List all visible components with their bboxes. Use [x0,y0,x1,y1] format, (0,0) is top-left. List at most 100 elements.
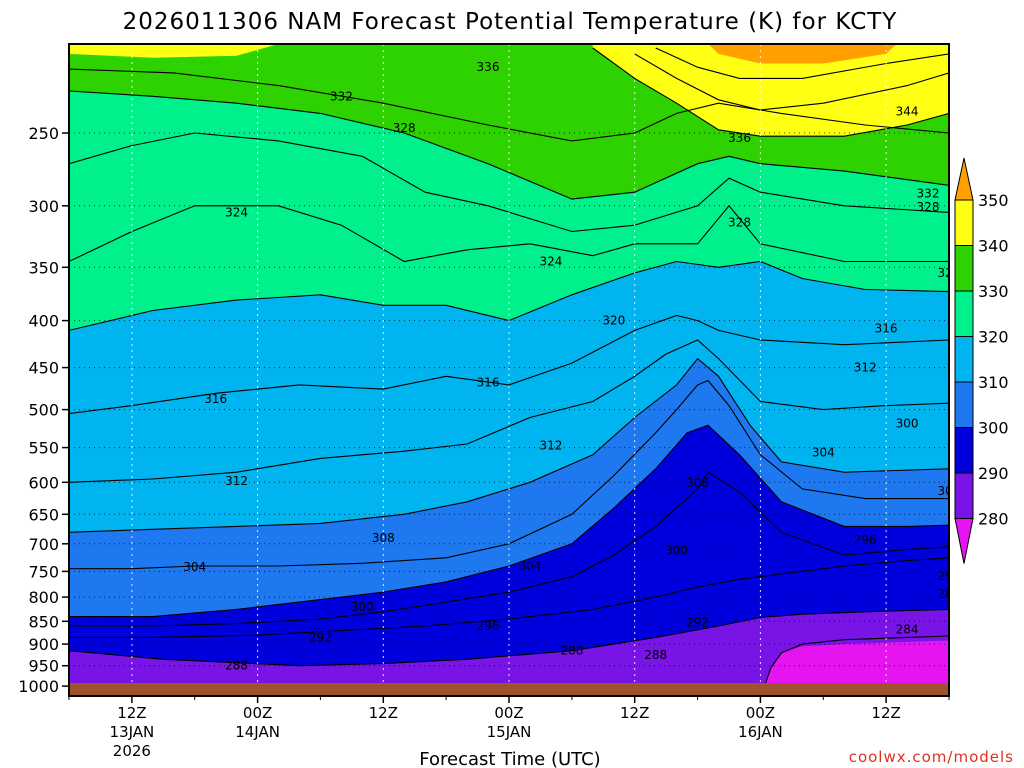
x-tick-label: 12Z [369,704,398,722]
contour-label: 292 [686,616,709,630]
contour-348 [655,47,949,79]
x-tick-label: 00Z [494,704,523,722]
contour-label-bg [980,402,1002,415]
contour-label: 332 [917,187,940,201]
contour-label: 312 [979,402,1002,416]
y-axis: 250 300 350 400 450 500 550 600 650 700 750 800 850 9… [18,124,69,696]
contour-label: 300 [665,544,688,558]
colorbar-label: 300 [978,419,1009,438]
y-tick-label: 550 [28,439,59,458]
contour-label: 320 [602,314,625,328]
contour-label: 324 [225,205,248,219]
y-tick-label: 500 [28,401,59,420]
colorbar-label: 290 [978,464,1009,483]
contour-312 [69,339,949,483]
colorbar-label: 280 [978,510,1009,529]
band-350-plus [708,44,897,64]
contour-284 [760,635,949,696]
colorbar-bottom-arrow [954,518,974,564]
y-tick-label: 700 [28,535,59,554]
contour-308 [69,357,949,533]
y-tick-label: 950 [28,657,59,676]
y-tick-label: 650 [28,505,59,524]
y-tick-label: 250 [28,124,59,143]
colorbar: 350 340 330 320 310 300 290 280 [954,157,1009,564]
contour-label: 304 [812,446,835,460]
contour-label: 308 [372,531,395,545]
contour-300 [69,424,949,618]
contour-label: 304 [519,559,542,573]
contour-320 [69,260,949,331]
colorbar-label: 330 [978,282,1009,301]
contour-label: 348 [979,88,1002,102]
colorbar-top-arrow [954,157,974,201]
contour-label: 296 [854,533,877,547]
contour-label: 328 [393,121,416,135]
contour-328 [69,132,949,233]
contour-label: 312 [854,361,877,375]
contour-label: 288 [225,659,248,673]
colorbar-label: 320 [978,328,1009,347]
contour-label: 336 [477,60,500,74]
contour-label: 328 [917,200,940,214]
y-tick-label: 1000 [18,677,59,696]
contour-label: 308 [686,476,709,490]
y-tick-label: 350 [28,258,59,277]
contour-label: 332 [330,89,353,103]
contour-label: 324 [938,266,961,280]
contour-288 [69,608,949,667]
y-tick-label: 850 [28,612,59,631]
contour-label: 316 [477,375,500,389]
contour-label: 300 [351,600,374,614]
plot-area: 3363323283243203163123083043002962922883… [69,44,1002,696]
x-tick-label: 12Z [871,704,900,722]
contour-label: 308 [938,484,961,498]
contour-label: 324 [539,255,562,269]
contour-label: 288 [560,644,583,658]
x-tick-label: 13JAN [110,723,155,741]
y-tick-label: 750 [28,562,59,581]
x-tick-label: 2026 [113,742,151,760]
contour-label: 340 [979,129,1002,143]
contour-labels: 3363323283243203163123083043002962922883… [183,60,1002,673]
contour-label: 344 [896,105,919,119]
filled-contours [69,44,949,696]
x-tick-label: 12Z [620,704,649,722]
ground-strip [69,683,949,696]
x-tick-label: 14JAN [235,723,280,741]
band-340-350-left [69,44,279,58]
contour-label: 304 [183,560,206,574]
colorbar-segment [954,427,974,474]
band-340-350-right [592,44,949,137]
y-tick-label: 600 [28,473,59,492]
colorbar-segment [954,336,974,383]
contour-lines [69,47,949,696]
contour-label: 316 [204,392,227,406]
contour-label: 312 [225,474,248,488]
contour-label: 336 [728,131,751,145]
contour-332 [69,90,949,200]
contour-label: 328 [728,216,751,230]
x-tick-label: 16JAN [738,723,783,741]
contour-label: 292 [309,630,332,644]
y-tick-label: 400 [28,312,59,331]
band-below-280 [761,640,949,696]
band-280-290 [69,609,949,696]
contour-label: 284 [896,623,919,637]
contour-292 [69,557,949,638]
contour-label: 288 [644,648,667,662]
contour-label-bg [980,88,1002,101]
x-axis-title: Forecast Time (UTC) [419,749,600,768]
colorbar-label: 310 [978,373,1009,392]
colorbar-segment [954,199,974,246]
colorbar-label: 340 [978,237,1009,256]
contour-label: 312 [539,438,562,452]
y-tick-label: 900 [28,635,59,654]
contour-label: 288 [938,587,961,601]
colorbar-segment [954,245,974,292]
x-tick-label: 00Z [243,704,272,722]
colorbar-segment [954,290,974,337]
contour-336 [69,68,949,142]
